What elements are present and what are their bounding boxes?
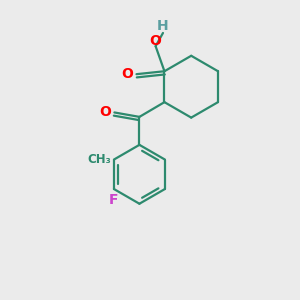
Text: F: F	[109, 193, 119, 206]
Text: O: O	[122, 67, 134, 81]
Text: H: H	[157, 19, 169, 33]
Text: O: O	[150, 34, 162, 48]
Text: CH₃: CH₃	[88, 153, 112, 166]
Text: O: O	[100, 106, 111, 119]
